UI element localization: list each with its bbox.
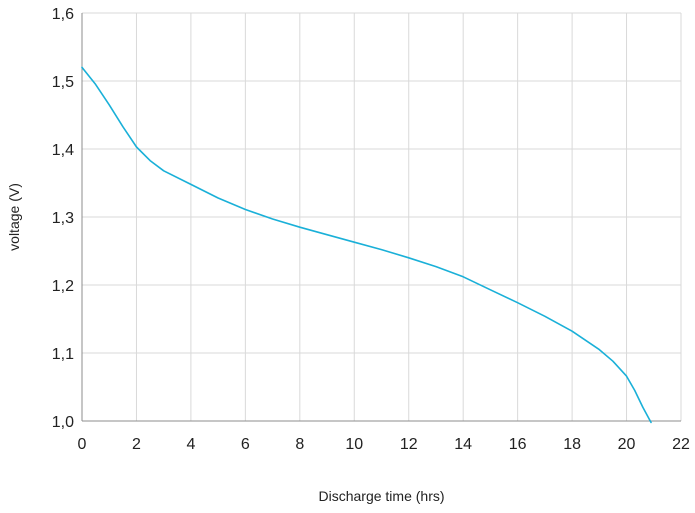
y-tick-label: 1,5 bbox=[52, 74, 74, 91]
y-tick-label: 1,0 bbox=[52, 414, 74, 431]
y-axis-title: voltage (V) bbox=[6, 183, 22, 251]
x-tick-label: 4 bbox=[186, 436, 195, 453]
tick-labels: 0 2 4 6 8 10 12 14 16 18 20 22 1,0 1,1 1,2 1,3 1,4 1,5 1,6 bbox=[52, 6, 690, 453]
x-tick-label: 12 bbox=[400, 436, 418, 453]
y-tick-label: 1,1 bbox=[52, 346, 74, 363]
x-tick-label: 10 bbox=[345, 436, 363, 453]
x-tick-label: 20 bbox=[618, 436, 636, 453]
series-layer bbox=[81, 66, 652, 424]
y-tick-label: 1,4 bbox=[52, 142, 74, 159]
x-tick-label: 6 bbox=[241, 436, 250, 453]
grid bbox=[81, 12, 682, 422]
x-tick-label: 18 bbox=[563, 436, 581, 453]
x-tick-label: 16 bbox=[509, 436, 527, 453]
x-axis-title: Discharge time (hrs) bbox=[318, 488, 444, 504]
axes bbox=[81, 13, 681, 422]
series-line bbox=[81, 66, 652, 424]
x-tick-label: 22 bbox=[672, 436, 690, 453]
x-tick-label: 2 bbox=[132, 436, 141, 453]
y-tick-label: 1,3 bbox=[52, 210, 74, 227]
x-tick-label: 0 bbox=[78, 436, 87, 453]
x-tick-label: 8 bbox=[295, 436, 304, 453]
x-tick-label: 14 bbox=[454, 436, 472, 453]
y-tick-label: 1,6 bbox=[52, 6, 74, 23]
y-tick-label: 1,2 bbox=[52, 278, 74, 295]
